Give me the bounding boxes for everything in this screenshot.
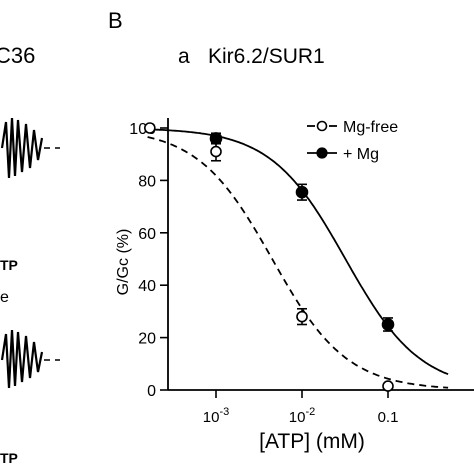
legend-mg-label: + Mg <box>343 146 379 163</box>
panel-letter: B <box>108 8 123 33</box>
point-plus-mg-2 <box>381 318 395 331</box>
point-mg-free-2 <box>296 310 308 323</box>
atp-label-1: TP <box>0 257 18 273</box>
point-plus-mg-1 <box>295 185 309 199</box>
y-tick-label-0: 0 <box>147 383 156 400</box>
x-tick-label-0: 10-3 <box>203 406 229 426</box>
legend-mgfree-label: Mg-free <box>343 119 398 136</box>
fit-curve-plus-mg <box>147 128 449 376</box>
current-trace-top <box>0 117 44 179</box>
point-mg-free-1 <box>210 145 222 158</box>
legend-mg-marker <box>316 147 328 159</box>
legend-mgfree-marker <box>316 120 328 132</box>
fit-curve-mg-free <box>147 136 449 389</box>
chart-title: Kir6.2/SUR1 <box>208 45 325 68</box>
x-tick-label-2: 0.1 <box>378 409 399 426</box>
point-mg-free-3 <box>382 380 394 392</box>
point-mg-free-0 <box>144 122 156 134</box>
x-axis-label: [ATP] (mM) <box>259 430 365 453</box>
y-axis-label: G/Gc (%) <box>115 229 132 296</box>
y-tick-label-60: 60 <box>138 226 156 243</box>
x-tick-label-1: 10-2 <box>289 406 315 426</box>
e-label: e <box>0 289 9 306</box>
atp-label-2: TP <box>0 450 18 466</box>
y-tick-label-80: 80 <box>138 173 156 190</box>
left-panel: C36 TP e TP <box>0 43 60 466</box>
fit-curves <box>147 128 449 389</box>
legend: Mg-free + Mg <box>307 119 398 163</box>
point-plus-mg-0 <box>209 132 223 145</box>
chart-subtitle-prefix: a <box>178 45 190 68</box>
left-panel-label: C36 <box>0 43 35 68</box>
data-points <box>144 122 395 392</box>
current-trace-bottom <box>0 329 44 389</box>
y-tick-label-40: 40 <box>138 278 156 295</box>
y-tick-label-20: 20 <box>138 331 156 348</box>
